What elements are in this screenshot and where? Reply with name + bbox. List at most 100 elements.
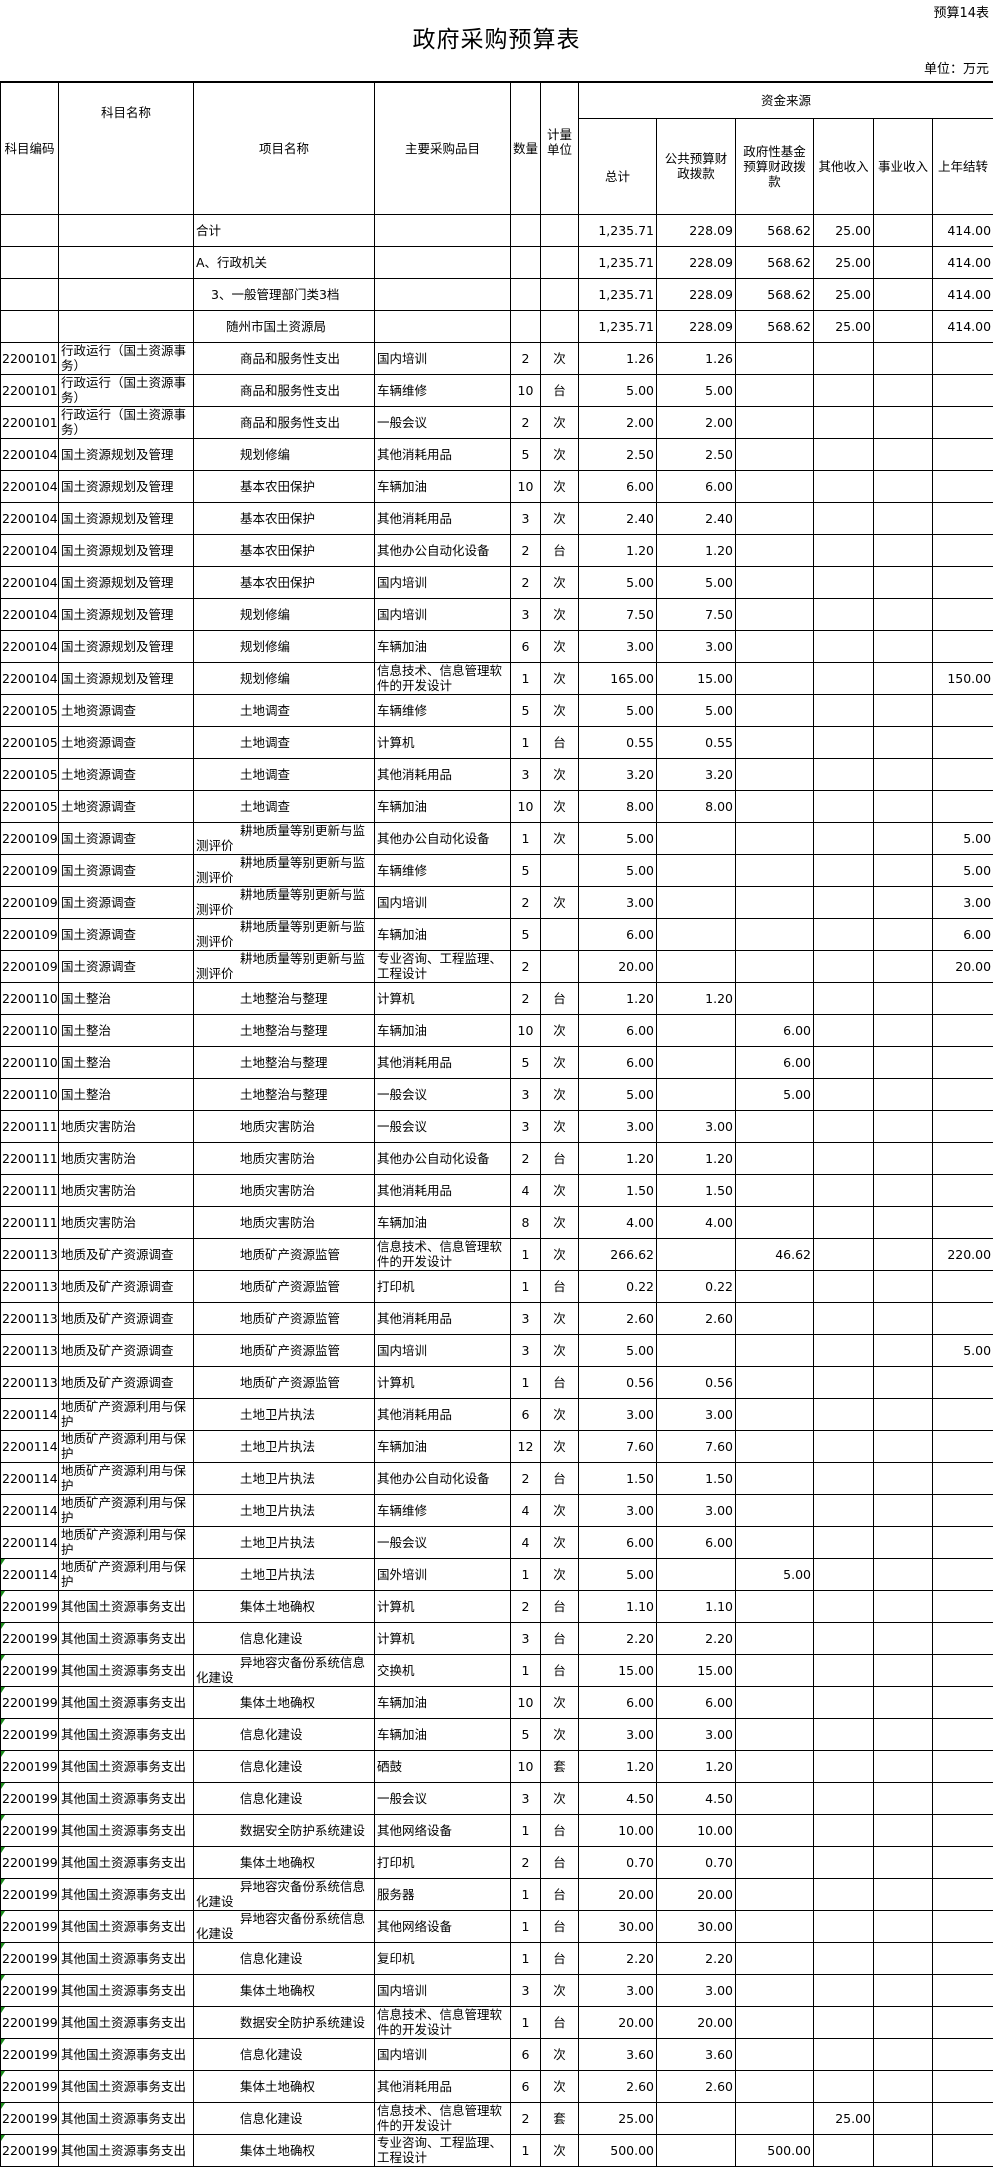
- cell-total: 5.00: [579, 1334, 657, 1366]
- cell-carryover: [933, 1878, 993, 1910]
- cell-code: 2200101: [1, 374, 59, 406]
- cell-item: 车辆加油: [375, 1718, 511, 1750]
- cell-qty: 2: [511, 566, 541, 598]
- cell-unit: 台: [541, 374, 579, 406]
- cell-gov-fund: [736, 1590, 814, 1622]
- cell-other-income: [814, 1654, 874, 1686]
- cell-unit: 台: [541, 1366, 579, 1398]
- cell-business-income: [874, 502, 933, 534]
- cell-subject: 地质及矿产资源调查: [59, 1302, 194, 1334]
- cell-gov-fund: [736, 534, 814, 566]
- cell-subject: 国土资源规划及管理: [59, 598, 194, 630]
- cell-project: 土地调查: [194, 758, 375, 790]
- cell-project: 信息化建设: [194, 1622, 375, 1654]
- cell-subject: 国土资源规划及管理: [59, 438, 194, 470]
- code-text: 2200199: [2, 1823, 58, 1838]
- cell-total: 3.00: [579, 1494, 657, 1526]
- cell-public-budget: [657, 950, 736, 982]
- cell-total: 1,235.71: [579, 246, 657, 278]
- cell-item: 打印机: [375, 1846, 511, 1878]
- cell-carryover: [933, 502, 993, 534]
- cell-carryover: [933, 342, 993, 374]
- cell-code: 2200104: [1, 438, 59, 470]
- cell-subject: 其他国土资源事务支出: [59, 1590, 194, 1622]
- cell-business-income: [874, 1238, 933, 1270]
- cell-code: 2200104: [1, 662, 59, 694]
- cell-item: 交换机: [375, 1654, 511, 1686]
- cell-code: 2200109: [1, 918, 59, 950]
- cell-unit: 次: [541, 470, 579, 502]
- cell-project: 信息化建设: [194, 1782, 375, 1814]
- cell-carryover: [933, 1078, 993, 1110]
- cell-unit: 次: [541, 342, 579, 374]
- cell-carryover: [933, 1718, 993, 1750]
- cell-business-income: [874, 1462, 933, 1494]
- cell-carryover: 5.00: [933, 1334, 993, 1366]
- cell-item: 其他消耗用品: [375, 502, 511, 534]
- cell-code: 2200104: [1, 566, 59, 598]
- cell-gov-fund: [736, 1942, 814, 1974]
- cell-public-budget: 5.00: [657, 694, 736, 726]
- cell-carryover: [933, 1302, 993, 1334]
- code-text: 2200199: [2, 2111, 58, 2126]
- cell-qty: 10: [511, 790, 541, 822]
- cell-carryover: 6.00: [933, 918, 993, 950]
- cell-project: 土地整治与整理: [194, 1078, 375, 1110]
- cell-qty: [511, 278, 541, 310]
- cell-business-income: [874, 1654, 933, 1686]
- summary-label: 3、一般管理部门类3档: [194, 278, 375, 310]
- cell-item: 一般会议: [375, 1782, 511, 1814]
- cell-business-income: [874, 2006, 933, 2038]
- cell-carryover: 150.00: [933, 662, 993, 694]
- cell-total: 6.00: [579, 1686, 657, 1718]
- cell-qty: 2: [511, 342, 541, 374]
- cell-gov-fund: [736, 342, 814, 374]
- cell-item: 其他网络设备: [375, 1814, 511, 1846]
- cell-carryover: 5.00: [933, 854, 993, 886]
- cell-code: 2200199: [1, 2102, 59, 2134]
- cell-item: 打印机: [375, 1270, 511, 1302]
- cell-project: 商品和服务性支出: [194, 374, 375, 406]
- cell-code: 2200114: [1, 1558, 59, 1590]
- code-text: 2200199: [2, 1759, 58, 1774]
- cell-unit: [541, 214, 579, 246]
- cell-carryover: [933, 1206, 993, 1238]
- cell-public-budget: [657, 2102, 736, 2134]
- cell-subject: [59, 246, 194, 278]
- cell-public-budget: 228.09: [657, 214, 736, 246]
- header-item: 主要采购品目: [375, 82, 511, 214]
- cell-business-income: [874, 1718, 933, 1750]
- cell-qty: 3: [511, 758, 541, 790]
- cell-business-income: [874, 1622, 933, 1654]
- cell-code: 2200105: [1, 726, 59, 758]
- cell-code: 2200105: [1, 758, 59, 790]
- cell-unit: [541, 310, 579, 342]
- cell-business-income: [874, 1174, 933, 1206]
- cell-qty: 1: [511, 1366, 541, 1398]
- cell-gov-fund: [736, 1910, 814, 1942]
- cell-carryover: 20.00: [933, 950, 993, 982]
- cell-carryover: [933, 2070, 993, 2102]
- cell-public-budget: 228.09: [657, 278, 736, 310]
- cell-business-income: [874, 342, 933, 374]
- cell-item: 其他消耗用品: [375, 1046, 511, 1078]
- cell-code: 2200199: [1, 1590, 59, 1622]
- cell-business-income: [874, 310, 933, 342]
- cell-item: 车辆加油: [375, 1014, 511, 1046]
- code-text: 2200199: [2, 1663, 58, 1678]
- cell-total: 165.00: [579, 662, 657, 694]
- cell-public-budget: 3.00: [657, 1110, 736, 1142]
- cell-subject: 地质矿产资源利用与保护: [59, 1526, 194, 1558]
- cell-gov-fund: [736, 1878, 814, 1910]
- cell-business-income: [874, 918, 933, 950]
- cell-business-income: [874, 1878, 933, 1910]
- cell-gov-fund: 568.62: [736, 214, 814, 246]
- cell-item: [375, 246, 511, 278]
- cell-other-income: [814, 758, 874, 790]
- cell-code: 2200114: [1, 1398, 59, 1430]
- cell-project: 土地整治与整理: [194, 1014, 375, 1046]
- cell-other-income: [814, 1014, 874, 1046]
